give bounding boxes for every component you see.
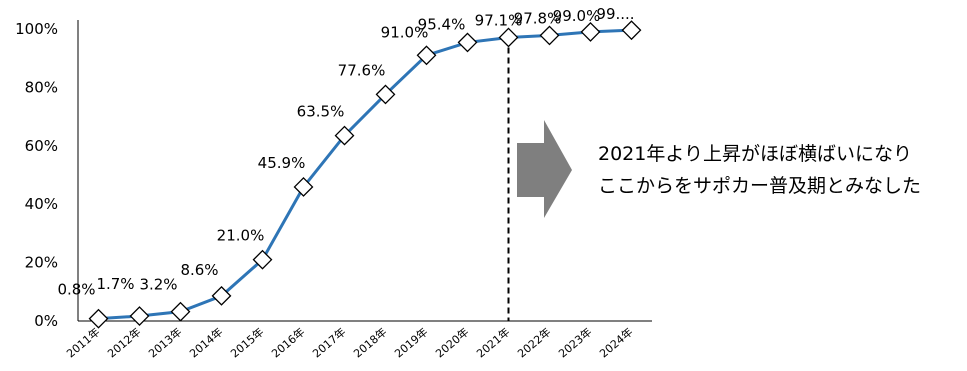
x-axis-ticks: 2011年 2012年 2013年 2014年 2015年 2016年 2017年 2018年… xyxy=(64,325,636,361)
data-point-marker xyxy=(293,177,314,197)
y-tick-label: 40% xyxy=(25,195,58,213)
data-point-marker xyxy=(457,32,478,53)
data-point-marker xyxy=(334,125,355,146)
x-tick-label: 2012年 xyxy=(105,325,144,361)
data-label: 63.5% xyxy=(297,103,345,121)
annotation-text: 2021年より上昇がほぼ横ばいになり ここからをサポカー普及期とみなした xyxy=(598,138,921,202)
x-tick-label: 2011年 xyxy=(64,325,103,361)
y-tick-label: 20% xyxy=(25,254,58,272)
data-point-marker xyxy=(621,20,642,41)
x-tick-label: 2017年 xyxy=(310,325,349,361)
y-tick-label: 100% xyxy=(15,20,58,38)
data-label: 45.9% xyxy=(258,154,306,172)
data-label: 3.2% xyxy=(139,276,177,294)
annotation-line-2: ここからをサポカー普及期とみなした xyxy=(598,175,922,197)
x-tick-label: 2019年 xyxy=(392,325,431,361)
x-tick-label: 2013年 xyxy=(146,325,185,361)
data-point-marker xyxy=(539,25,560,46)
data-label: 77.6% xyxy=(338,61,386,79)
annotation-line-1: 2021年より上昇がほぼ横ばいになり xyxy=(598,143,912,165)
data-point-marker xyxy=(580,22,601,42)
data-label: 21.0% xyxy=(217,227,265,245)
data-label: 99.0% xyxy=(553,7,601,25)
x-tick-label: 2014年 xyxy=(187,325,226,361)
x-tick-label: 2016年 xyxy=(269,325,308,361)
data-point-marker xyxy=(129,306,150,326)
x-tick-label: 2024年 xyxy=(597,325,636,361)
x-tick-label: 2018年 xyxy=(351,325,390,361)
data-label: 0.8% xyxy=(57,281,95,299)
data-point-marker xyxy=(170,301,191,322)
data-label: 8.6% xyxy=(180,261,218,279)
x-tick-label: 2022年 xyxy=(515,325,554,361)
y-tick-label: 0% xyxy=(34,312,58,330)
x-tick-label: 2021年 xyxy=(474,325,513,361)
data-labels: 0.8% 1.7% 3.2%8.6% 21.0% 45.9% 63.5% 77.6% 91.0… xyxy=(57,5,634,298)
x-tick-label: 2020年 xyxy=(433,325,472,361)
right-arrow-icon xyxy=(517,120,572,218)
data-label: 95.4% xyxy=(418,15,466,33)
data-point-marker xyxy=(498,27,519,48)
data-label: 1.7% xyxy=(96,275,134,293)
y-tick-label: 60% xyxy=(25,137,58,155)
y-axis-ticks: 0% 20% 40% 60% 80% 100% xyxy=(15,20,58,330)
data-point-marker xyxy=(252,249,273,270)
data-label: 91.0% xyxy=(381,23,429,41)
x-tick-label: 2015年 xyxy=(228,325,267,361)
data-markers xyxy=(88,20,642,329)
data-label: 99.... xyxy=(596,5,634,23)
data-label: 97.1% xyxy=(475,11,523,29)
y-tick-label: 80% xyxy=(25,78,58,96)
data-point-marker xyxy=(211,285,232,306)
data-point-marker xyxy=(375,84,396,105)
data-label: 97.8% xyxy=(514,9,562,27)
x-tick-label: 2023年 xyxy=(556,325,595,361)
data-point-marker xyxy=(416,45,437,66)
data-point-marker xyxy=(88,308,109,329)
